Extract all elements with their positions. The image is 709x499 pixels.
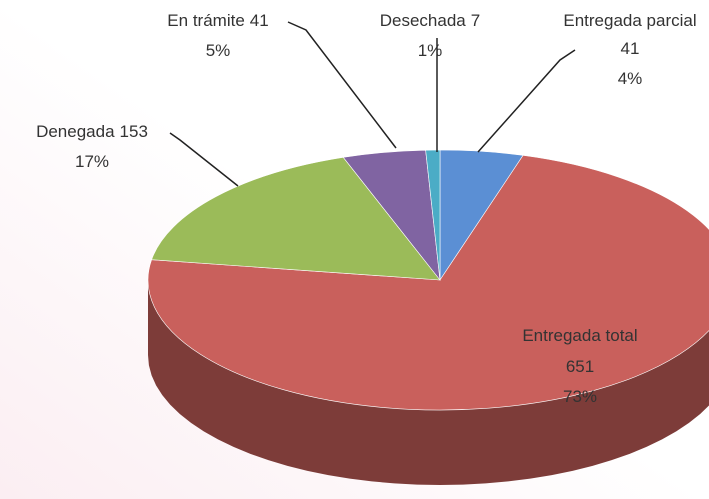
slice: [147, 155, 709, 411]
data-label: En trámite 41: [167, 11, 268, 30]
leader-line: [169, 132, 239, 187]
data-label: Denegada 153: [36, 122, 148, 141]
percent-label: 73%: [563, 387, 597, 406]
data-label: 17%: [75, 152, 109, 171]
data-label: Entregada total: [522, 326, 637, 345]
percent-label: 1%: [418, 41, 443, 60]
slice-side: [148, 280, 709, 485]
data-label: Entregada parcial: [563, 11, 696, 30]
value-label: 651: [566, 357, 594, 376]
value-label: 153: [120, 122, 148, 141]
data-label: 1%: [418, 41, 443, 60]
percent-label: 5%: [206, 41, 231, 60]
leader-line: [477, 49, 576, 153]
data-label: 651: [566, 357, 594, 376]
category-label: En trámite: [167, 11, 244, 30]
category-label: Entregada parcial: [563, 11, 696, 30]
category-label: Desechada: [380, 11, 467, 30]
slice: [151, 157, 441, 281]
data-label: 5%: [206, 41, 231, 60]
value-label: 41: [621, 39, 640, 58]
value-label: 7: [471, 11, 480, 30]
percent-label: 17%: [75, 152, 109, 171]
data-label: 4%: [618, 69, 643, 88]
category-label: Denegada: [36, 122, 115, 141]
data-label: 73%: [563, 387, 597, 406]
category-label: Entregada total: [522, 326, 637, 345]
data-label: 41: [621, 39, 640, 58]
leader-line: [287, 21, 397, 149]
percent-label: 4%: [618, 69, 643, 88]
slice: [425, 149, 441, 281]
data-label: Desechada 7: [380, 11, 480, 30]
value-label: 41: [250, 11, 269, 30]
